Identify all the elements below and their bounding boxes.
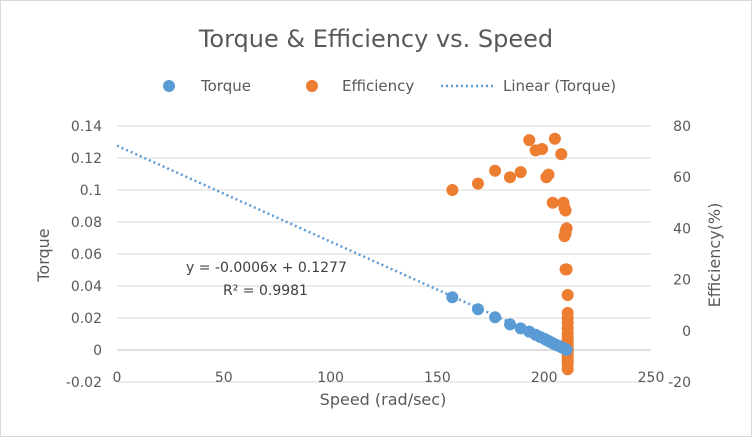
efficiency-point xyxy=(504,171,517,184)
chart-title: Torque & Efficiency vs. Speed xyxy=(198,25,553,53)
y-tick-label: 0.06 xyxy=(71,247,102,263)
torque-point xyxy=(471,303,484,316)
trendline-layer xyxy=(116,144,571,351)
efficiency-point xyxy=(514,166,527,179)
y-tick-label: 0.02 xyxy=(71,311,102,327)
x-tick-label: 150 xyxy=(424,370,451,386)
efficiency-point xyxy=(536,143,549,156)
y2-axis-title: Efficiency(%) xyxy=(705,203,724,308)
y-tick-label: 0.1 xyxy=(80,183,102,199)
efficiency-series xyxy=(446,132,574,376)
efficiency-point xyxy=(471,177,484,190)
tick-labels: -0.02 0 0.02 0.04 0.06 0.08 0.1 0.12 0.14 -20 0 20 4… xyxy=(66,119,691,391)
y2-tick-label: 0 xyxy=(682,324,691,340)
legend-label-efficiency: Efficiency xyxy=(342,77,414,95)
y2-tick-label: 40 xyxy=(673,221,691,237)
efficiency-point xyxy=(546,196,559,209)
y-tick-label: 0.14 xyxy=(71,119,102,135)
efficiency-point xyxy=(561,288,574,301)
x-tick-label: 250 xyxy=(638,370,665,386)
efficiency-point xyxy=(542,168,555,181)
legend-label-torque: Torque xyxy=(200,77,251,95)
y2-tick-label: -20 xyxy=(668,375,691,391)
legend-marker-efficiency xyxy=(306,80,318,92)
efficiency-point xyxy=(446,184,459,196)
y-tick-label: 0.12 xyxy=(71,151,102,167)
torque-point xyxy=(560,343,573,356)
y-axis-title: Torque xyxy=(34,228,53,282)
torque-point xyxy=(489,311,502,324)
legend-marker-torque xyxy=(163,80,175,92)
y2-tick-label: 80 xyxy=(673,119,691,135)
trendline-equation: y = -0.0006x + 0.1277 xyxy=(186,260,347,276)
efficiency-point xyxy=(523,134,536,147)
y-tick-label: -0.02 xyxy=(66,375,102,391)
y-tick-label: 0.04 xyxy=(71,279,102,295)
y2-tick-label: 60 xyxy=(673,170,691,186)
efficiency-point xyxy=(559,204,572,217)
x-tick-label: 0 xyxy=(113,370,122,386)
y-tick-label: 0.08 xyxy=(71,215,102,231)
torque-point xyxy=(504,318,517,331)
torque-point xyxy=(446,291,459,304)
legend: Torque Efficiency Linear (Torque) xyxy=(163,77,616,95)
trendline-r-squared: R² = 0.9981 xyxy=(223,283,308,299)
efficiency-point xyxy=(548,132,561,145)
efficiency-point xyxy=(561,363,574,376)
legend-label-linear-torque: Linear (Torque) xyxy=(503,77,616,95)
x-tick-label: 200 xyxy=(531,370,558,386)
efficiency-point xyxy=(559,227,572,240)
efficiency-point xyxy=(489,164,502,177)
x-tick-label: 100 xyxy=(317,370,344,386)
trendline-torque xyxy=(116,144,571,351)
x-axis-title: Speed (rad/sec) xyxy=(320,390,447,409)
x-tick-label: 50 xyxy=(215,370,233,386)
y2-tick-label: 20 xyxy=(673,273,691,289)
y-tick-label: 0 xyxy=(93,343,102,359)
efficiency-point xyxy=(555,148,568,161)
efficiency-point xyxy=(560,263,573,276)
torque-series xyxy=(446,291,573,356)
